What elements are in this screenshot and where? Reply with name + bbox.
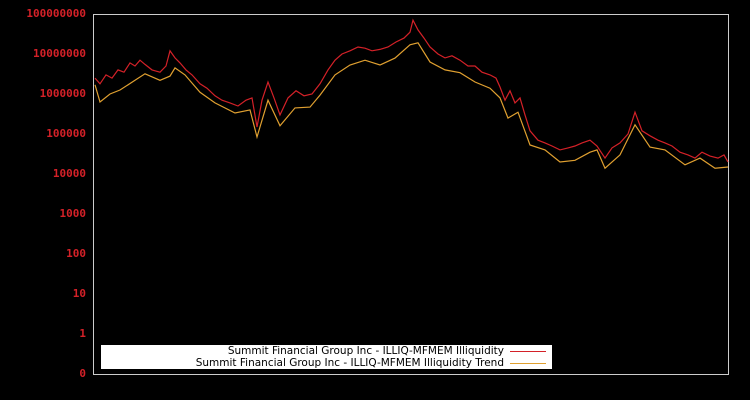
legend-label: Summit Financial Group Inc - ILLIQ-MFMEM…	[228, 345, 504, 357]
legend-swatch-red	[510, 351, 546, 352]
y-tick-label: 1000	[60, 208, 87, 220]
plot-frame	[94, 15, 729, 375]
y-tick-label: 10000000	[33, 48, 86, 60]
illiquidity-trend-line	[95, 43, 728, 168]
legend-label: Summit Financial Group Inc - ILLIQ-MFMEM…	[196, 357, 504, 369]
legend: Summit Financial Group Inc - ILLIQ-MFMEM…	[101, 345, 552, 369]
y-tick-label: 10	[73, 288, 86, 300]
y-tick-label: 100000	[46, 128, 86, 140]
y-tick-label: 10000	[53, 168, 86, 180]
y-tick-label: 100	[66, 248, 86, 260]
y-tick-label: 1000000	[40, 88, 86, 100]
y-tick-label: 1	[79, 328, 86, 340]
legend-item-illiquidity-trend: Summit Financial Group Inc - ILLIQ-MFMEM…	[196, 357, 546, 369]
y-tick-label: 0	[79, 368, 86, 380]
legend-swatch-yellow	[510, 363, 546, 364]
legend-item-illiquidity: Summit Financial Group Inc - ILLIQ-MFMEM…	[228, 345, 546, 357]
chart-canvas	[0, 0, 750, 400]
y-tick-label: 100000000	[26, 8, 86, 20]
illiquidity-series-line	[95, 20, 728, 162]
